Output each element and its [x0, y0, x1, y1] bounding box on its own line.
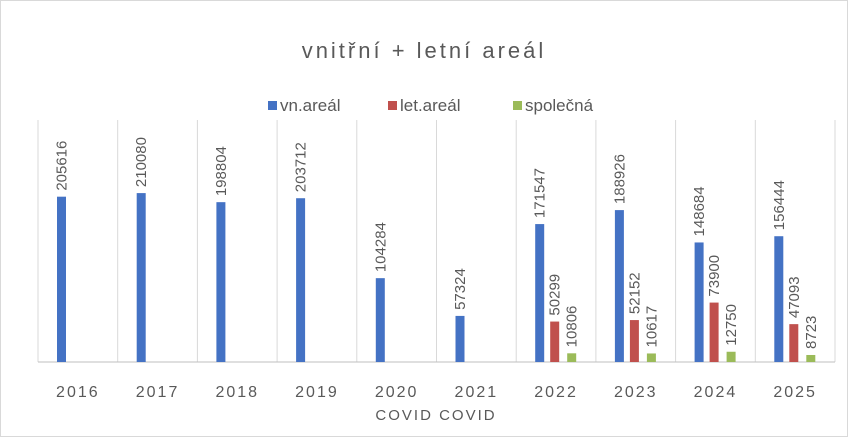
data-label: 198804	[213, 146, 230, 196]
bar	[567, 353, 577, 362]
data-label: 171547	[532, 168, 549, 218]
x-tick-label: 2020	[375, 384, 419, 401]
data-label: 57324	[452, 268, 469, 310]
data-label: 205616	[54, 141, 71, 191]
legend-label: let.areál	[400, 96, 460, 115]
bar	[296, 198, 306, 362]
data-label: 52152	[626, 272, 643, 314]
bar	[774, 236, 784, 362]
bar	[136, 193, 146, 362]
data-label: 47093	[786, 276, 803, 318]
legend-label: vn.areál	[280, 96, 340, 115]
bar	[550, 321, 560, 362]
bar	[694, 242, 704, 362]
x-tick-label: 2025	[773, 384, 817, 401]
data-label: 156444	[771, 180, 788, 230]
bar	[614, 210, 624, 362]
bar	[455, 315, 465, 362]
data-label: 50299	[547, 274, 564, 316]
chart-title: vnitřní + letní areál	[302, 38, 547, 63]
bar	[375, 278, 385, 362]
bar	[726, 351, 736, 362]
x-tick-label: 2017	[136, 384, 180, 401]
x-tick-label: 2024	[694, 384, 738, 401]
x-tick-label: 2023	[614, 384, 658, 401]
bar	[646, 353, 656, 362]
data-label: 10806	[564, 306, 581, 348]
x-tick-label: 2021	[455, 384, 499, 401]
legend-label: společná	[525, 96, 594, 115]
data-label: 203712	[293, 142, 310, 192]
bar	[789, 324, 799, 362]
legend-swatch	[388, 101, 397, 110]
bar	[806, 354, 816, 362]
legend-swatch	[513, 101, 522, 110]
bar	[57, 196, 66, 362]
data-label: 188926	[611, 154, 628, 204]
data-label: 104284	[372, 222, 389, 272]
bar	[629, 320, 639, 362]
x-tick-label: 2022	[534, 384, 578, 401]
bar	[216, 202, 226, 362]
data-label: 10617	[643, 306, 660, 348]
bar	[709, 302, 719, 362]
data-label: 148684	[691, 186, 708, 236]
data-label: 210080	[133, 137, 150, 187]
x-tick-label: 2016	[56, 384, 100, 401]
data-label: 12750	[723, 304, 740, 346]
data-label: 8723	[803, 316, 820, 349]
bar	[535, 224, 545, 362]
x-tick-label: 2019	[295, 384, 339, 401]
x-axis-title: COVID COVID	[375, 407, 496, 424]
data-label: 73900	[706, 255, 723, 297]
x-tick-label: 2018	[215, 384, 259, 401]
legend-swatch	[268, 101, 277, 110]
